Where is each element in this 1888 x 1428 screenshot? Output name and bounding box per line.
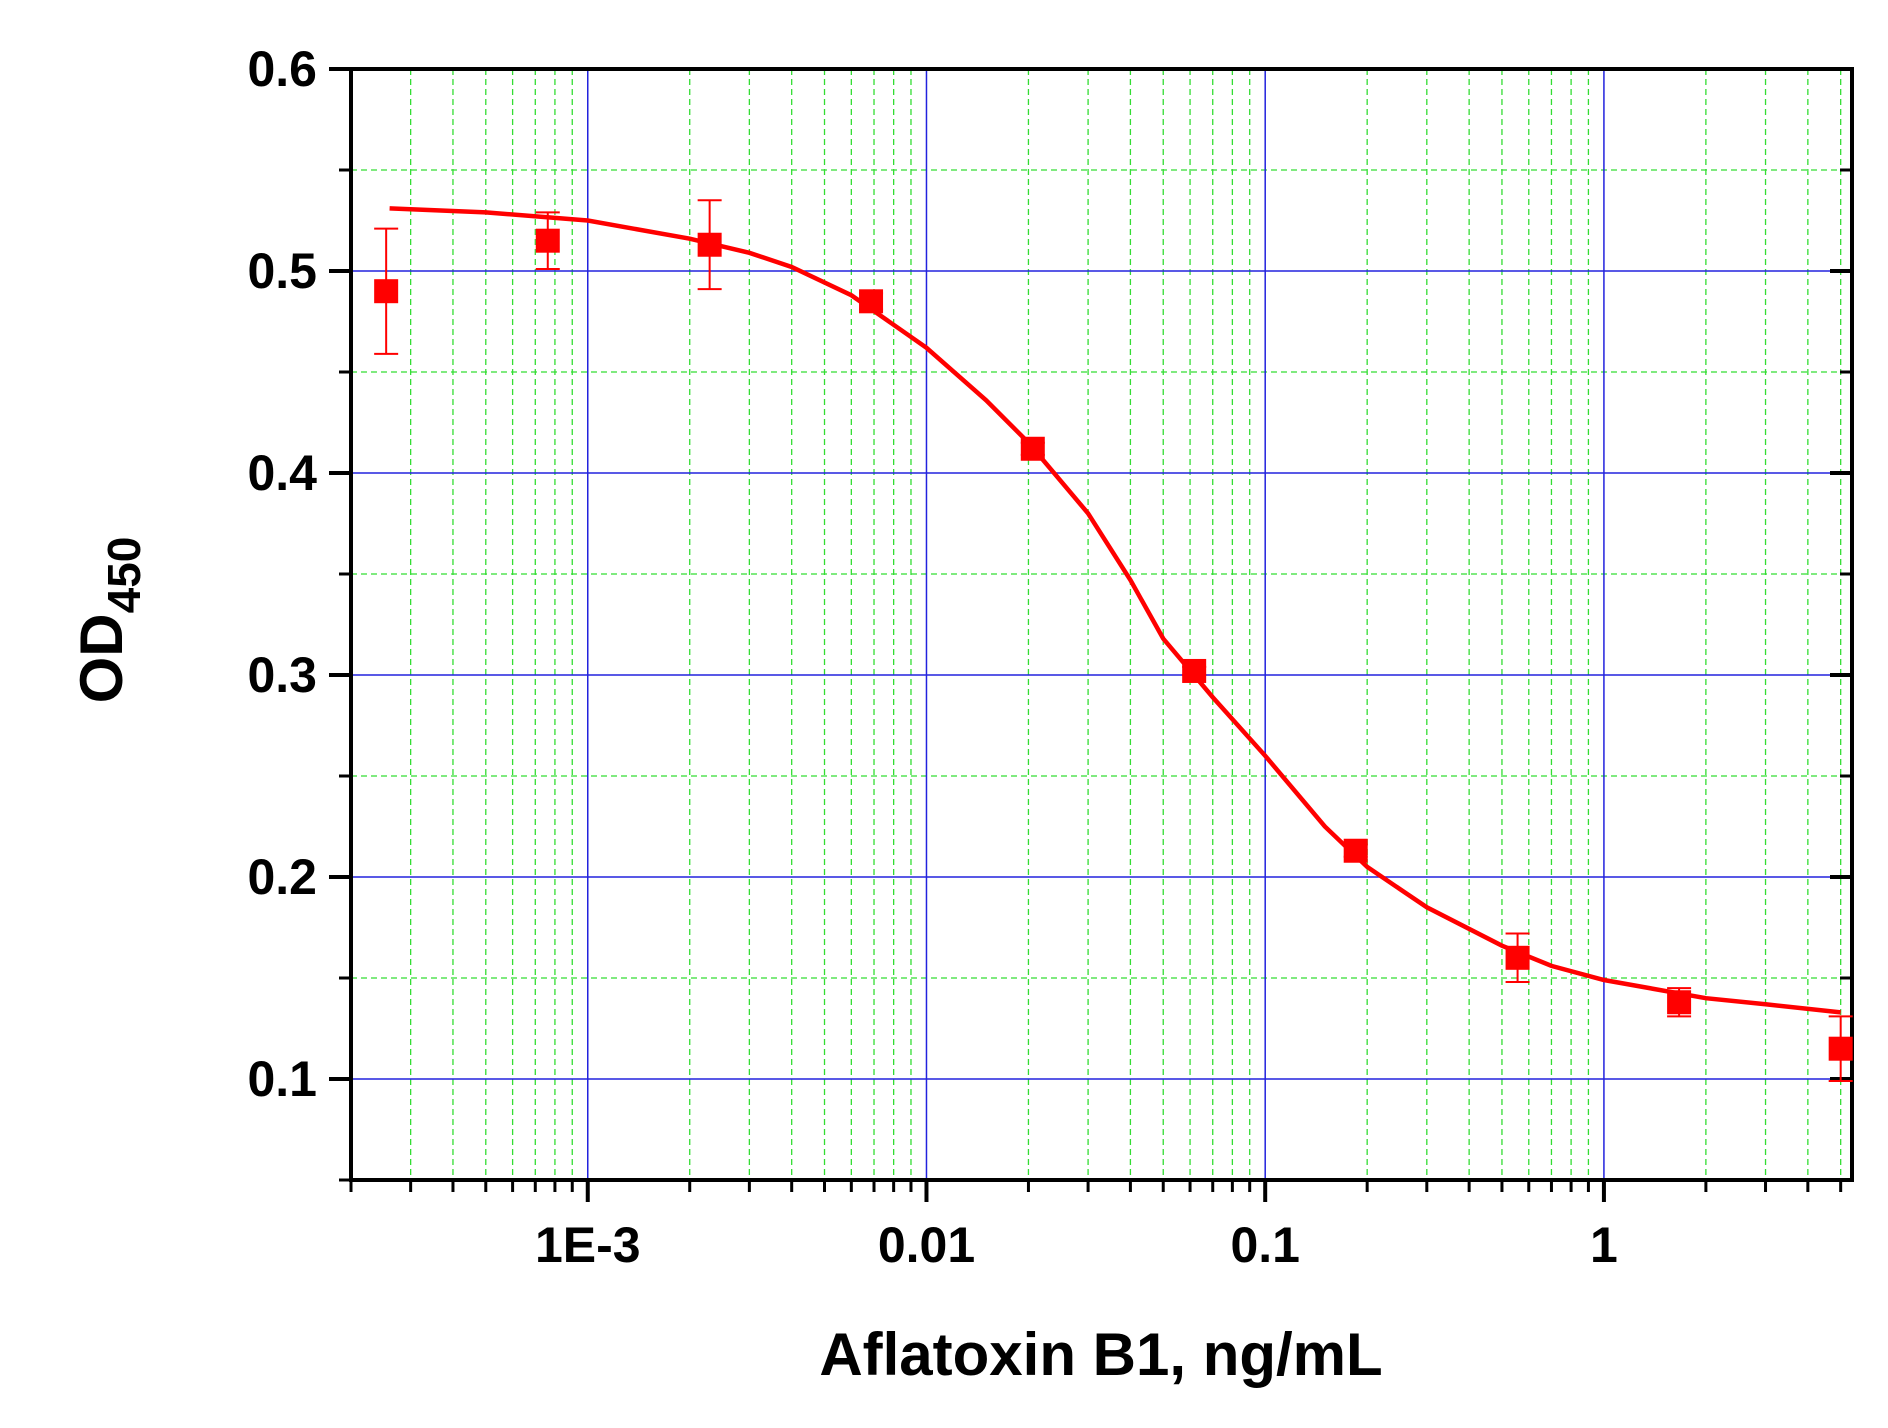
y-axis-title: OD450: [68, 537, 150, 704]
y-tick-label: 0.1: [247, 1051, 317, 1107]
point: [1828, 1036, 1853, 1061]
y-tick-label: 0.5: [247, 243, 317, 299]
plot-frame: [349, 67, 1854, 1182]
fit-curve: [389, 206, 1841, 1015]
point: [1343, 838, 1368, 863]
y-tick-label: 0.2: [247, 849, 317, 905]
point: [1505, 945, 1530, 970]
point: [1667, 990, 1692, 1015]
x-tick-label: 1E-3: [535, 1217, 641, 1273]
y-tick-label: 0.6: [247, 41, 317, 97]
point: [1182, 658, 1207, 683]
x-tick-label: 0.1: [1230, 1217, 1300, 1273]
y-tick-label: 0.3: [247, 647, 317, 703]
point: [697, 232, 722, 257]
y-axis-title-sub: 450: [98, 537, 150, 614]
x-tick-label: 1: [1590, 1217, 1618, 1273]
point: [1020, 436, 1045, 461]
y-tick-label: 0.4: [247, 445, 317, 501]
point: [859, 289, 884, 314]
x-tick-label: 0.01: [878, 1217, 975, 1273]
x-axis-title: Aflatoxin B1, ng/mL: [819, 1321, 1382, 1388]
point: [535, 228, 560, 253]
point: [374, 279, 399, 304]
y-axis-title-main: OD: [68, 613, 135, 703]
